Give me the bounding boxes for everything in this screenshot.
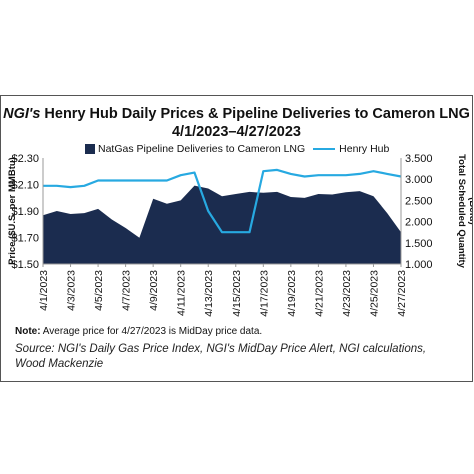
chart-frame: NGI's Henry Hub Daily Prices & Pipeline … (0, 95, 473, 382)
legend-area-label: NatGas Pipeline Deliveries to Cameron LN… (98, 143, 306, 155)
y-left-tick-label: $2.30 (11, 154, 39, 165)
x-tick-label: 4/21/2023 (313, 270, 325, 317)
legend-line-label: Henry Hub (339, 143, 390, 155)
x-tick-label: 4/23/2023 (341, 270, 353, 317)
x-tick-label: 4/27/2023 (396, 270, 408, 317)
x-tick-label: 4/17/2023 (258, 270, 270, 317)
x-tick-label: 4/5/2023 (93, 270, 105, 311)
y-right-tick-label: 2.000 (405, 217, 433, 229)
legend-line-swatch (313, 148, 336, 150)
x-tick-label: 4/3/2023 (66, 270, 78, 311)
y-left-tick-label: $1.70 (11, 233, 39, 245)
y-right-tick-label: 2.500 (405, 195, 433, 207)
y-left-tick-label: $2.10 (11, 180, 39, 192)
y-right-tick-label: 1.500 (405, 238, 433, 250)
y-left-axis-label: Price ($U.S. per MMBtu) (7, 157, 18, 265)
chart-svg: $1.50 $1.70 $1.90 $2.10 $2.30 1.000 1.500 2.000… (7, 154, 472, 317)
y-left-tick-label: $1.90 (11, 206, 39, 218)
x-tick-label: 4/11/2023 (176, 270, 188, 316)
x-tick-label: 4/15/2023 (231, 270, 243, 317)
x-tick-label: 4/1/2023 (38, 270, 50, 311)
note-label: Note: (15, 326, 41, 337)
chart-note: Note: Average price for 4/27/2023 is Mid… (15, 326, 262, 337)
title-text: Henry Hub Daily Prices & Pipeline Delive… (40, 106, 470, 122)
y-left-tick-label: $1.50 (11, 259, 39, 271)
note-text: Average price for 4/27/2023 is MidDay pr… (40, 326, 263, 337)
legend-item-henry-hub: Henry Hub (313, 143, 389, 155)
y-right-tick-label: 3.000 (405, 174, 433, 186)
title-brand: NGI's (3, 106, 41, 122)
x-tick-label: 4/9/2023 (148, 270, 160, 311)
legend-item-deliveries: NatGas Pipeline Deliveries to Cameron LN… (85, 143, 305, 155)
deliveries-area (43, 185, 401, 264)
x-tick-label: 4/13/2023 (203, 270, 215, 317)
chart-title: NGI's Henry Hub Daily Prices & Pipeline … (1, 105, 472, 123)
y-right-tick-label: 3.500 (405, 154, 433, 165)
chart-legend: NatGas Pipeline Deliveries to Cameron LN… (85, 143, 389, 155)
x-tick-label: 4/19/2023 (286, 270, 298, 317)
y-right-axis-unit: (Bcfd) (467, 197, 472, 224)
x-tick-label: 4/7/2023 (121, 270, 133, 311)
chart-subtitle: 4/1/2023–4/27/2023 (171, 124, 301, 140)
legend-area-swatch (85, 144, 95, 154)
chart-source: Source: NGI's Daily Gas Price Index, NGI… (15, 343, 427, 370)
y-right-tick-label: 1.000 (405, 259, 433, 271)
y-right-axis-label: Total Scheduled Quantity (456, 154, 467, 269)
henry-hub-line (43, 168, 402, 234)
x-tick-label: 4/25/2023 (368, 270, 380, 317)
